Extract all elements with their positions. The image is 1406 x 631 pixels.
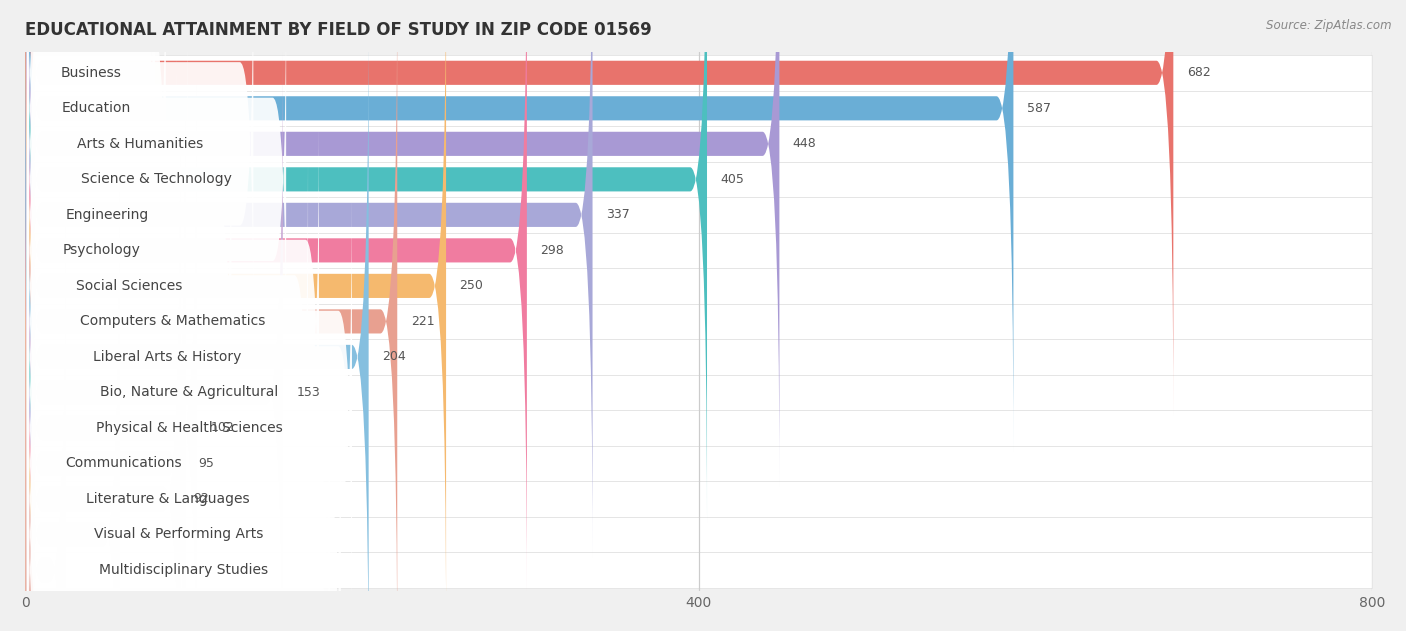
- FancyBboxPatch shape: [25, 0, 1014, 451]
- Text: 95: 95: [198, 457, 215, 470]
- FancyBboxPatch shape: [25, 0, 398, 631]
- Text: Computers & Mathematics: Computers & Mathematics: [80, 314, 266, 328]
- FancyBboxPatch shape: [27, 155, 308, 559]
- FancyBboxPatch shape: [25, 268, 1372, 304]
- FancyBboxPatch shape: [25, 197, 1372, 233]
- FancyBboxPatch shape: [25, 0, 592, 558]
- Text: Liberal Arts & History: Liberal Arts & History: [93, 350, 242, 364]
- FancyBboxPatch shape: [27, 225, 352, 630]
- Text: Engineering: Engineering: [66, 208, 149, 222]
- Text: 337: 337: [606, 208, 630, 221]
- FancyBboxPatch shape: [27, 83, 232, 488]
- Text: 448: 448: [793, 138, 817, 150]
- FancyBboxPatch shape: [25, 304, 1372, 339]
- Text: Arts & Humanities: Arts & Humanities: [77, 137, 204, 151]
- Text: 204: 204: [382, 350, 406, 363]
- FancyBboxPatch shape: [25, 445, 1372, 481]
- FancyBboxPatch shape: [27, 48, 177, 453]
- Text: Communications: Communications: [65, 456, 181, 471]
- FancyBboxPatch shape: [25, 156, 180, 631]
- Text: 682: 682: [1187, 66, 1211, 80]
- FancyBboxPatch shape: [25, 0, 446, 629]
- FancyBboxPatch shape: [25, 339, 1372, 375]
- FancyBboxPatch shape: [25, 14, 368, 631]
- FancyBboxPatch shape: [25, 481, 1372, 517]
- FancyBboxPatch shape: [25, 552, 1372, 587]
- Text: Science & Technology: Science & Technology: [82, 172, 232, 186]
- FancyBboxPatch shape: [27, 0, 287, 382]
- FancyBboxPatch shape: [25, 517, 1372, 552]
- Text: Visual & Performing Arts: Visual & Performing Arts: [94, 528, 263, 541]
- Text: Source: ZipAtlas.com: Source: ZipAtlas.com: [1267, 19, 1392, 32]
- FancyBboxPatch shape: [25, 49, 283, 631]
- Text: Social Sciences: Social Sciences: [76, 279, 183, 293]
- FancyBboxPatch shape: [27, 368, 340, 631]
- Text: Bio, Nature & Agricultural: Bio, Nature & Agricultural: [100, 386, 278, 399]
- FancyBboxPatch shape: [27, 0, 166, 310]
- FancyBboxPatch shape: [25, 375, 1372, 410]
- FancyBboxPatch shape: [25, 0, 1174, 416]
- Text: 221: 221: [411, 315, 434, 328]
- FancyBboxPatch shape: [25, 55, 1372, 91]
- Text: 102: 102: [211, 422, 235, 434]
- Text: Psychology: Psychology: [63, 244, 141, 257]
- FancyBboxPatch shape: [25, 162, 1372, 197]
- FancyBboxPatch shape: [27, 119, 319, 524]
- FancyBboxPatch shape: [25, 85, 197, 631]
- FancyBboxPatch shape: [25, 126, 1372, 162]
- FancyBboxPatch shape: [27, 297, 308, 631]
- FancyBboxPatch shape: [27, 0, 155, 275]
- Text: Physical & Health Sciences: Physical & Health Sciences: [96, 421, 283, 435]
- FancyBboxPatch shape: [25, 0, 779, 487]
- Text: Business: Business: [60, 66, 121, 80]
- FancyBboxPatch shape: [25, 91, 1372, 126]
- FancyBboxPatch shape: [27, 190, 352, 595]
- Text: 92: 92: [194, 492, 209, 505]
- Text: 405: 405: [720, 173, 744, 186]
- Text: Literature & Languages: Literature & Languages: [86, 492, 249, 506]
- FancyBboxPatch shape: [25, 410, 1372, 445]
- Text: 298: 298: [540, 244, 564, 257]
- FancyBboxPatch shape: [25, 0, 707, 522]
- FancyBboxPatch shape: [27, 0, 253, 346]
- Text: 153: 153: [297, 386, 321, 399]
- Text: 250: 250: [460, 280, 484, 292]
- FancyBboxPatch shape: [27, 332, 330, 631]
- FancyBboxPatch shape: [25, 0, 527, 593]
- Text: Multidisciplinary Studies: Multidisciplinary Studies: [100, 563, 269, 577]
- FancyBboxPatch shape: [27, 13, 187, 417]
- Text: 587: 587: [1026, 102, 1050, 115]
- Text: EDUCATIONAL ATTAINMENT BY FIELD OF STUDY IN ZIP CODE 01569: EDUCATIONAL ATTAINMENT BY FIELD OF STUDY…: [25, 21, 652, 39]
- FancyBboxPatch shape: [25, 191, 120, 631]
- FancyBboxPatch shape: [25, 233, 1372, 268]
- FancyBboxPatch shape: [25, 121, 186, 631]
- FancyBboxPatch shape: [27, 261, 221, 631]
- Text: Education: Education: [62, 102, 131, 115]
- FancyBboxPatch shape: [25, 227, 66, 631]
